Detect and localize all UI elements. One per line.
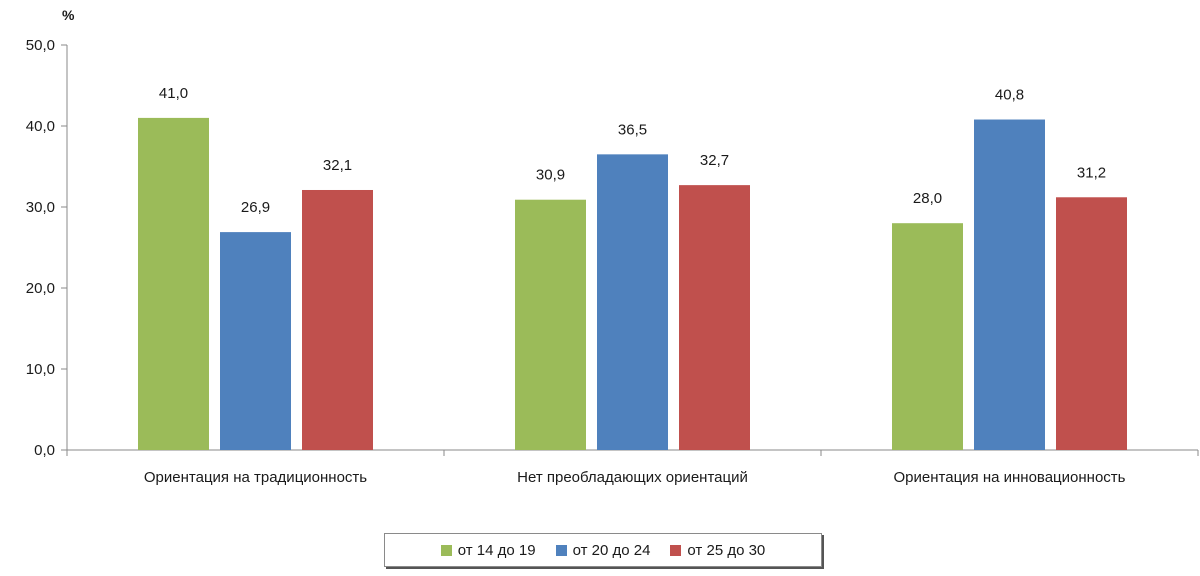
y-tick-label: 10,0 [26, 361, 55, 378]
data-label: 31,2 [1077, 164, 1106, 181]
legend-item: от 20 до 24 [555, 541, 651, 559]
legend-label: от 14 до 19 [457, 541, 536, 559]
bar [679, 185, 750, 450]
legend-swatch [670, 544, 682, 556]
data-label: 32,1 [323, 157, 352, 174]
x-category-label: Ориентация на инновационность [894, 469, 1126, 486]
bars [138, 117, 1127, 451]
data-label: 32,7 [700, 152, 729, 169]
legend-swatch [555, 544, 567, 556]
legend-item: от 25 до 30 [670, 542, 765, 559]
bar [974, 119, 1045, 451]
data-label: 40,8 [995, 87, 1024, 104]
bar [302, 189, 373, 451]
bar [1056, 197, 1127, 450]
bar [597, 154, 668, 450]
x-category-label: Нет преобладающих ориентаций [517, 469, 748, 486]
data-labels: 41,0 26,9 32,1 30,9 36,5 32,7 28,0 40,8 31,2 [159, 85, 1106, 216]
legend-label: от 25 до 30 [687, 541, 766, 559]
data-label: 41,0 [159, 85, 188, 102]
bar [220, 232, 291, 450]
bar [892, 223, 963, 450]
data-label: 30,9 [536, 167, 565, 184]
bar [138, 117, 209, 451]
data-label: 26,9 [241, 199, 270, 216]
y-tick-label: 50,0 [26, 37, 55, 54]
legend-item: от 14 до 19 [440, 541, 536, 559]
y-tick-label: 0,0 [34, 442, 55, 459]
y-tick-label: 30,0 [26, 199, 55, 216]
y-axis-unit-label: % [62, 7, 75, 23]
legend: от 14 до 19 от 20 до 24 от 25 до 30 [384, 533, 822, 567]
data-label: 28,0 [913, 190, 942, 207]
legend-label: от 20 до 24 [572, 541, 651, 559]
y-tick-label: 40,0 [26, 118, 55, 135]
x-category-label: Ориентация на традиционность [144, 469, 367, 486]
data-label: 36,5 [618, 121, 647, 138]
bar [515, 199, 586, 450]
legend-swatch [440, 544, 452, 556]
axes: 0,0 10,0 20,0 30,0 40,0 50,0 Ориентация на тра… [26, 37, 1199, 486]
y-tick-label: 20,0 [26, 280, 55, 297]
